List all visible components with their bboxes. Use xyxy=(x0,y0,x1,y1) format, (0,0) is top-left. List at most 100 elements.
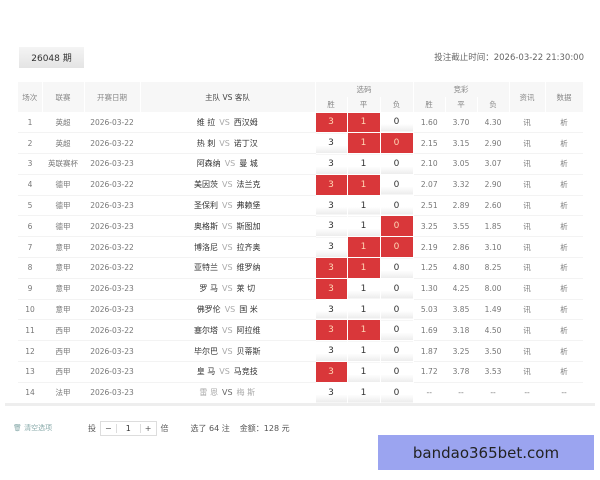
pick-win[interactable]: 3 xyxy=(314,173,348,196)
pick-lose[interactable]: 0 xyxy=(379,111,414,134)
info-link[interactable]: 讯 xyxy=(509,340,546,363)
data-link[interactable]: 析 xyxy=(545,361,584,383)
odds-win: 5.03 xyxy=(413,299,446,321)
match-teams: 亚特兰 VS 维罗纳 xyxy=(140,257,315,279)
pick-win[interactable]: 3 xyxy=(314,298,348,321)
pick-draw[interactable]: 1 xyxy=(346,215,381,238)
pick-draw[interactable]: 1 xyxy=(346,298,381,321)
pick-win[interactable]: 3 xyxy=(314,361,348,383)
odds-lose: 4.50 xyxy=(477,319,510,342)
away-team: 国 米 xyxy=(239,305,258,315)
league: 意甲 xyxy=(42,299,84,321)
info-link[interactable]: 讯 xyxy=(509,361,546,383)
pick-draw[interactable]: 1 xyxy=(346,153,381,175)
pick-draw[interactable]: 1 xyxy=(346,132,381,155)
pick-draw[interactable]: 1 xyxy=(346,257,381,279)
pick-win[interactable]: 3 xyxy=(314,340,348,363)
pick-draw[interactable]: 1 xyxy=(346,361,381,383)
info-link[interactable]: 讯 xyxy=(509,319,546,342)
table-row: 14 法甲 2026-03-23 雷 恩 VS 梅 斯 3 1 0 -- -- -- -- -- xyxy=(18,381,584,404)
data-link[interactable]: 析 xyxy=(545,278,584,300)
pick-lose[interactable]: 0 xyxy=(379,340,414,363)
data-link[interactable]: 析 xyxy=(545,257,584,279)
away-team: 梅 斯 xyxy=(236,388,256,398)
away-team: 拉齐奥 xyxy=(236,242,261,252)
clear-selection-button[interactable]: 🗑 清空选项 xyxy=(13,423,88,433)
col-pick-group: 选码 xyxy=(315,82,414,97)
info-link[interactable]: 讯 xyxy=(509,278,546,300)
pick-draw[interactable]: 1 xyxy=(346,194,381,217)
pick-draw[interactable]: 1 xyxy=(346,340,381,363)
pick-draw[interactable]: 1 xyxy=(346,381,381,404)
data-link[interactable]: 析 xyxy=(545,340,584,363)
pick-draw[interactable]: 1 xyxy=(346,111,381,134)
info-link[interactable]: 讯 xyxy=(509,174,546,196)
pick-draw[interactable]: 1 xyxy=(346,319,381,342)
info-link[interactable]: 讯 xyxy=(509,112,546,134)
table-row: 1 英超 2026-03-22 维 拉 VS 西汉姆 3 1 0 1.60 3.70 4.30 讯… xyxy=(18,111,584,134)
pick-win[interactable]: 3 xyxy=(314,277,348,300)
match-date: 2026-03-23 xyxy=(84,153,140,175)
pick-lose[interactable]: 0 xyxy=(379,298,414,321)
data-link[interactable]: -- xyxy=(545,382,584,404)
pick-win[interactable]: 3 xyxy=(314,381,348,404)
pick-lose[interactable]: 0 xyxy=(379,153,414,175)
data-link[interactable]: 析 xyxy=(545,299,584,321)
pick-lose[interactable]: 0 xyxy=(379,277,414,300)
info-link[interactable]: 讯 xyxy=(509,257,546,279)
data-link[interactable]: 析 xyxy=(545,319,584,342)
pick-win[interactable]: 3 xyxy=(314,111,348,134)
plus-button[interactable]: + xyxy=(144,423,152,433)
pick-draw[interactable]: 1 xyxy=(346,277,381,300)
table-row: 8 意甲 2026-03-22 亚特兰 VS 维罗纳 3 1 0 1.25 4.80 8.25 讯… xyxy=(18,257,584,279)
home-team: 雷 恩 xyxy=(199,388,218,398)
info-link[interactable]: 讯 xyxy=(509,299,546,321)
pick-draw[interactable]: 1 xyxy=(346,173,381,196)
data-link[interactable]: 析 xyxy=(545,236,584,259)
multiplier-input[interactable]: 1 xyxy=(115,423,141,433)
league: 西甲 xyxy=(42,361,84,383)
pick-lose[interactable]: 0 xyxy=(379,173,414,196)
vs-label: VS xyxy=(219,138,230,148)
vs-label: VS xyxy=(221,346,233,356)
league: 法甲 xyxy=(42,382,84,404)
info-link[interactable]: 讯 xyxy=(509,153,546,175)
pick-lose[interactable]: 0 xyxy=(379,236,414,259)
data-link[interactable]: 析 xyxy=(545,153,584,175)
odds-lose: 3.10 xyxy=(477,236,510,259)
pick-draw[interactable]: 1 xyxy=(346,236,381,259)
data-link[interactable]: 析 xyxy=(545,195,584,217)
pick-win[interactable]: 3 xyxy=(314,153,348,175)
info-link[interactable]: 讯 xyxy=(509,195,546,217)
odds-draw: 3.05 xyxy=(445,153,478,175)
data-link[interactable]: 析 xyxy=(545,132,584,155)
pick-lose[interactable]: 0 xyxy=(379,381,414,404)
data-link[interactable]: 析 xyxy=(545,174,584,196)
pick-win[interactable]: 3 xyxy=(314,319,348,342)
pick-win[interactable]: 3 xyxy=(314,236,348,259)
pick-lose[interactable]: 0 xyxy=(379,215,414,238)
pick-win[interactable]: 3 xyxy=(314,215,348,238)
match-table: 场次 联赛 开赛日期 主队 VS 客队 选码 竞彩 资讯 数据 胜 平 负 胜 … xyxy=(18,82,584,404)
pick-lose[interactable]: 0 xyxy=(379,361,414,383)
info-link[interactable]: 讯 xyxy=(509,236,546,259)
pick-win[interactable]: 3 xyxy=(314,194,348,217)
info-link[interactable]: 讯 xyxy=(509,215,546,238)
odds-win: 2.07 xyxy=(413,174,446,196)
data-link[interactable]: 析 xyxy=(545,215,584,238)
pick-lose[interactable]: 0 xyxy=(379,194,414,217)
info-link[interactable]: -- xyxy=(509,382,546,404)
minus-button[interactable]: − xyxy=(105,423,112,433)
info-link[interactable]: 讯 xyxy=(509,132,546,155)
pick-lose[interactable]: 0 xyxy=(379,319,414,342)
home-team: 美因茨 xyxy=(193,180,218,190)
pick-win[interactable]: 3 xyxy=(314,257,348,279)
data-link[interactable]: 析 xyxy=(545,112,584,134)
pick-win[interactable]: 3 xyxy=(314,132,348,155)
odds-draw: 3.18 xyxy=(445,319,478,342)
away-team: 诺丁汉 xyxy=(233,138,258,148)
pick-lose[interactable]: 0 xyxy=(379,257,414,279)
pick-lose[interactable]: 0 xyxy=(379,132,414,155)
league: 意甲 xyxy=(42,236,84,259)
issue-tab[interactable]: 26048 期 xyxy=(19,47,84,68)
